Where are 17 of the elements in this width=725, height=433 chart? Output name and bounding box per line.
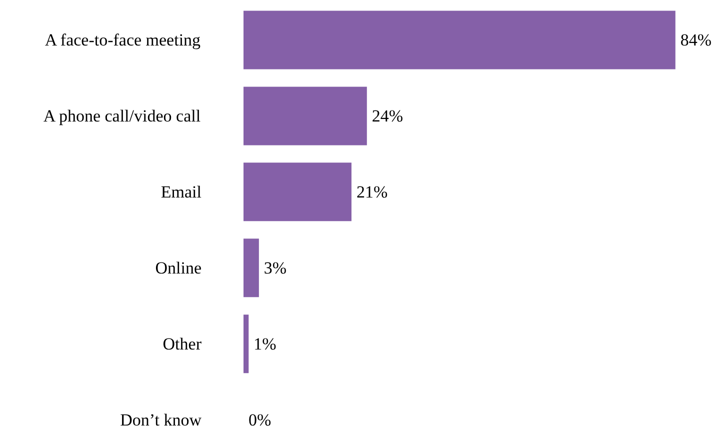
y-tick-label: Online xyxy=(155,258,202,278)
bar xyxy=(244,238,259,298)
y-tick-label: Other xyxy=(162,334,202,354)
data-label: 3% xyxy=(264,258,287,278)
y-tick-label: A face-to-face meeting xyxy=(44,30,202,50)
data-label: 84% xyxy=(680,30,712,50)
data-label: 24% xyxy=(372,106,404,126)
y-tick-label: Email xyxy=(160,182,202,202)
y-tick-label: A phone call/video call xyxy=(43,106,201,126)
bar xyxy=(244,10,676,70)
bar xyxy=(244,162,352,222)
data-label: 21% xyxy=(356,182,388,202)
bar xyxy=(244,314,249,374)
y-tick-label: Don’t know xyxy=(120,410,202,430)
bar xyxy=(244,86,367,146)
data-label: 1% xyxy=(254,334,276,354)
data-label: 0% xyxy=(248,410,272,430)
